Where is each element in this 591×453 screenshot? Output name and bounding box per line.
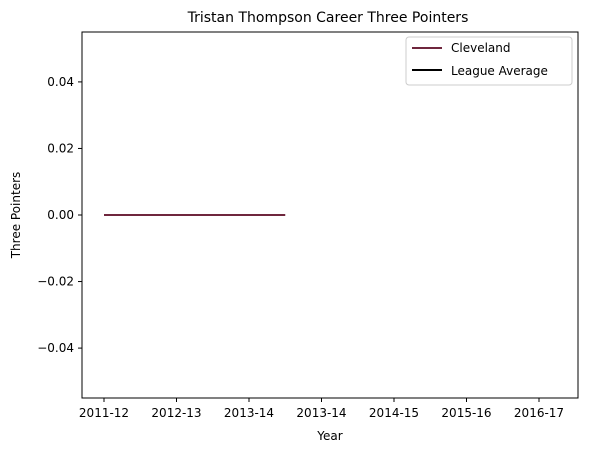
y-tick-label: −0.04 [37, 341, 74, 355]
y-tick-label: 0.00 [47, 208, 74, 222]
x-tick-label: 2014-15 [369, 406, 419, 420]
y-axis-label: Three Pointers [9, 172, 23, 260]
y-tick-label: −0.02 [37, 275, 74, 289]
legend-box [405, 36, 573, 86]
x-axis-label: Year [316, 429, 342, 443]
x-tick-label: 2011-12 [79, 406, 129, 420]
y-axis-ticks: 0.04 0.02 0.00 −0.02 −0.04 [37, 75, 82, 355]
y-tick-label: 0.02 [47, 141, 74, 155]
legend-label-league-average: League Average [451, 64, 548, 78]
x-tick-label: 2016-17 [514, 406, 564, 420]
chart-title: Tristan Thompson Career Three Pointers [187, 10, 469, 26]
legend-label-cleveland: Cleveland [451, 41, 511, 55]
x-axis-ticks: 2011-12 2012-13 2013-14 2013-14 2014-15 2015-… [79, 398, 564, 420]
legend: Cleveland League Average [405, 36, 573, 86]
x-tick-label: 2013-14 [296, 406, 346, 420]
x-tick-label: 2012-13 [151, 406, 201, 420]
x-tick-label: 2013-14 [224, 406, 274, 420]
y-tick-label: 0.04 [47, 75, 74, 89]
x-tick-label: 2015-16 [441, 406, 491, 420]
